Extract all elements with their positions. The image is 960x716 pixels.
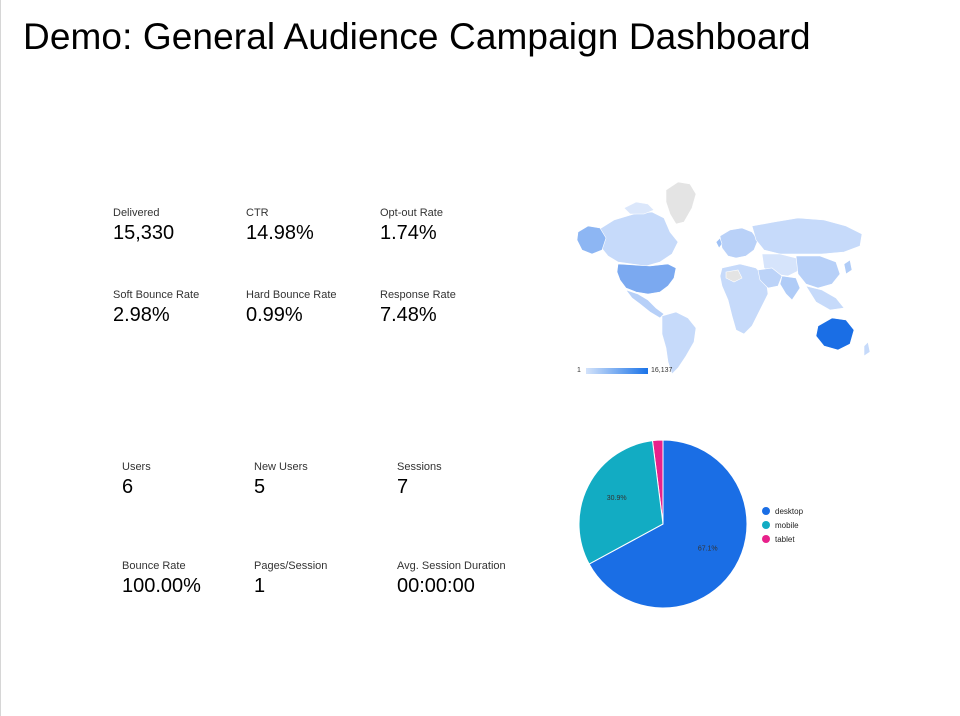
pie-legend-item-tablet[interactable]: tablet — [762, 532, 803, 546]
metric-label: Hard Bounce Rate — [246, 289, 337, 301]
metric-users: Users 6 — [122, 461, 151, 499]
metric-value: 0.99% — [246, 304, 303, 326]
legend-swatch-desktop — [762, 507, 770, 515]
legend-label-mobile: mobile — [775, 520, 799, 530]
map-region-southeast-asia — [805, 285, 845, 311]
pie-svg: 67.1% 30.9% — [578, 439, 748, 609]
metric-pages-per-session: Pages/Session 1 — [254, 560, 327, 598]
map-region-greenland — [665, 181, 697, 225]
metric-label: Sessions — [397, 461, 442, 473]
map-region-mexico-central-america — [625, 289, 665, 319]
metric-label: Avg. Session Duration — [397, 560, 506, 572]
map-scale-max-label: 16,137 — [651, 367, 673, 374]
metric-new-users: New Users 5 — [254, 461, 308, 499]
metric-label: Soft Bounce Rate — [113, 289, 200, 301]
map-region-canada — [597, 211, 679, 267]
map-region-new-zealand — [863, 341, 871, 357]
legend-swatch-tablet — [762, 535, 770, 543]
metric-value: 1.74% — [380, 222, 437, 244]
metric-ctr: CTR 14.98% — [246, 207, 314, 245]
map-region-alaska — [576, 225, 607, 255]
metric-bounce-rate: Bounce Rate 100.00% — [122, 560, 201, 598]
map-color-scale: 1 16,137 — [577, 366, 697, 378]
legend-label-desktop: desktop — [775, 506, 804, 516]
pie-legend-item-mobile[interactable]: mobile — [762, 518, 803, 532]
map-scale-gradient — [586, 368, 648, 374]
metric-label: Delivered — [113, 207, 160, 219]
metric-soft-bounce-rate: Soft Bounce Rate 2.98% — [113, 289, 199, 327]
map-region-japan — [843, 259, 853, 275]
world-map — [576, 181, 871, 375]
metric-value: 100.00% — [122, 575, 201, 597]
map-region-sahara-no-data — [725, 269, 743, 283]
map-region-china — [795, 255, 841, 289]
pie-slice-mobile[interactable] — [578, 440, 664, 565]
page-title: Demo: General Audience Campaign Dashboar… — [23, 16, 811, 57]
metric-avg-session-duration: Avg. Session Duration 00:00:00 — [397, 560, 506, 598]
metric-label: Users — [122, 461, 151, 473]
map-scale-min-label: 1 — [577, 367, 581, 374]
map-region-australia — [815, 317, 855, 351]
pie-legend-item-desktop[interactable]: desktop — [762, 504, 803, 518]
metric-response-rate: Response Rate 7.48% — [380, 289, 456, 327]
metric-hard-bounce-rate: Hard Bounce Rate 0.99% — [246, 289, 337, 327]
metric-delivered: Delivered 15,330 — [113, 207, 174, 245]
metric-value: 7.48% — [380, 304, 437, 326]
map-region-russia — [751, 217, 863, 255]
metric-opt-out-rate: Opt-out Rate 1.74% — [380, 207, 443, 245]
metric-value: 7 — [397, 476, 409, 498]
metric-label: Opt-out Rate — [380, 207, 443, 219]
metric-label: CTR — [246, 207, 269, 219]
map-region-middle-east — [757, 267, 783, 289]
legend-swatch-mobile — [762, 521, 770, 529]
metric-value: 2.98% — [113, 304, 170, 326]
metric-value: 6 — [122, 476, 134, 498]
map-region-south-america — [661, 311, 697, 375]
map-region-arctic-islands — [623, 201, 655, 215]
pie-data-label-desktop: 67.1% — [698, 546, 718, 553]
map-region-africa — [719, 263, 769, 335]
metric-label: New Users — [254, 461, 308, 473]
metric-value: 15,330 — [113, 222, 175, 244]
map-region-india — [779, 275, 801, 301]
map-region-uk — [715, 237, 723, 249]
metric-value: 1 — [254, 575, 266, 597]
geo-map-chart[interactable] — [574, 178, 880, 378]
pie-slice-desktop[interactable] — [588, 439, 748, 609]
page-left-border — [0, 0, 1, 716]
metric-label: Bounce Rate — [122, 560, 186, 572]
metric-label: Response Rate — [380, 289, 456, 301]
metric-value: 00:00:00 — [397, 575, 475, 597]
pie-data-label-mobile: 30.9% — [607, 495, 627, 502]
map-region-europe — [719, 227, 759, 259]
device-category-pie-chart[interactable]: 67.1% 30.9% — [575, 436, 755, 616]
map-region-united-states — [616, 263, 677, 295]
metric-label: Pages/Session — [254, 560, 328, 572]
metric-sessions: Sessions 7 — [397, 461, 442, 499]
legend-label-tablet: tablet — [775, 534, 795, 544]
metric-value: 5 — [254, 476, 266, 498]
pie-legend: desktop mobile tablet — [762, 504, 803, 546]
metric-value: 14.98% — [246, 222, 314, 244]
